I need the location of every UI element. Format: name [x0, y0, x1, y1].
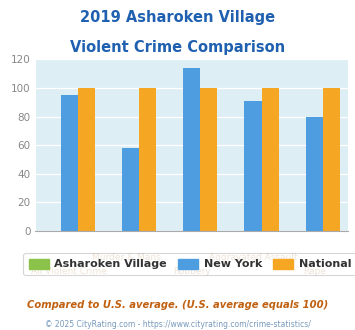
Bar [323, 88, 340, 231]
Text: All Violent Crime: All Violent Crime [31, 267, 107, 276]
Bar [244, 101, 262, 231]
Text: Rape: Rape [303, 267, 326, 276]
Bar [78, 88, 95, 231]
Legend: Asharoken Village, New York, National: Asharoken Village, New York, National [23, 253, 355, 275]
Text: Murder & Mans...: Murder & Mans... [92, 253, 169, 262]
Bar [139, 88, 156, 231]
Text: Compared to U.S. average. (U.S. average equals 100): Compared to U.S. average. (U.S. average … [27, 300, 328, 310]
Bar [61, 95, 78, 231]
Text: Aggravated Assault: Aggravated Assault [209, 253, 297, 262]
Bar [122, 148, 139, 231]
Text: 2019 Asharoken Village: 2019 Asharoken Village [80, 10, 275, 25]
Bar [200, 88, 217, 231]
Bar [262, 88, 279, 231]
Text: Violent Crime Comparison: Violent Crime Comparison [70, 40, 285, 54]
Bar [306, 116, 323, 231]
Text: © 2025 CityRating.com - https://www.cityrating.com/crime-statistics/: © 2025 CityRating.com - https://www.city… [45, 320, 310, 329]
Bar [183, 68, 200, 231]
Text: Robbery: Robbery [173, 267, 211, 276]
